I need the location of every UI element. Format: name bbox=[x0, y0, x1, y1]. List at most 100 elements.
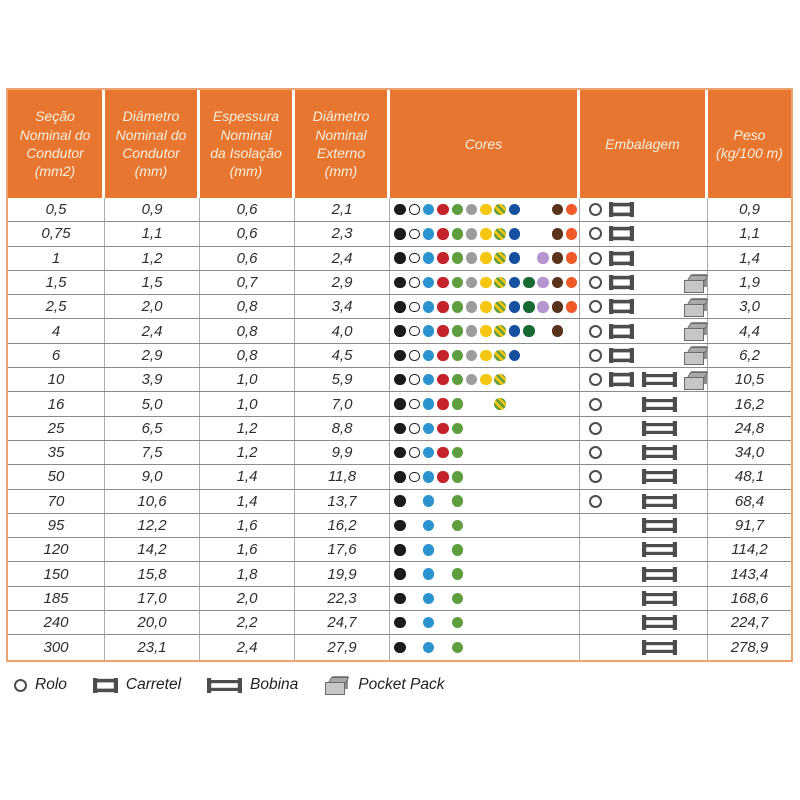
color-slot bbox=[479, 635, 493, 659]
color-slot bbox=[407, 465, 421, 488]
color-dot-laranja bbox=[565, 301, 578, 313]
cell-diam_externo: 16,2 bbox=[295, 513, 390, 538]
carretel-icon bbox=[92, 677, 118, 693]
color-slot bbox=[522, 587, 536, 610]
cell-peso: 91,7 bbox=[734, 517, 765, 534]
bobina-icon bbox=[641, 420, 677, 436]
cell-espessura: 1,0 bbox=[200, 368, 295, 392]
cell-embalagem bbox=[580, 611, 708, 635]
color-slot bbox=[450, 562, 464, 585]
color-slot bbox=[565, 635, 579, 659]
color-slot bbox=[565, 465, 579, 488]
cell-diam_condutor: 0,9 bbox=[105, 198, 200, 222]
cell-espessura: 0,7 bbox=[200, 270, 295, 295]
color-slot bbox=[407, 417, 421, 440]
pocket-pack-icon bbox=[683, 322, 709, 342]
color-slot bbox=[550, 319, 564, 342]
packaging-slot-carretel bbox=[606, 392, 636, 415]
color-slot bbox=[436, 635, 450, 659]
color-slot bbox=[479, 441, 493, 464]
carretel-icon bbox=[608, 202, 634, 218]
cell-peso: 10,5 bbox=[734, 371, 765, 389]
color-dot-preto bbox=[394, 422, 406, 435]
cell-diam_externo: 2,3 bbox=[295, 222, 390, 246]
color-slot bbox=[407, 198, 421, 221]
cell-espessura: 1,0 bbox=[200, 392, 295, 416]
color-dot-verde-amarelo bbox=[494, 276, 506, 289]
color-slot bbox=[550, 392, 564, 415]
color-slot bbox=[507, 271, 521, 294]
color-slot bbox=[493, 441, 507, 464]
color-dot-azul-claro bbox=[422, 373, 435, 386]
legend-label: Pocket Pack bbox=[358, 676, 445, 693]
color-slot bbox=[450, 611, 464, 634]
cell-diam_condutor: 1,2 bbox=[105, 246, 200, 270]
color-slot bbox=[536, 465, 550, 488]
color-slot bbox=[565, 368, 579, 391]
color-dot-verde-amarelo bbox=[494, 203, 506, 216]
cell-cores bbox=[390, 368, 580, 392]
color-slot bbox=[422, 611, 436, 634]
cell-embalagem bbox=[580, 489, 708, 513]
color-slot bbox=[464, 271, 478, 294]
table-row: 185 17,0 2,0 22,3 168,6 bbox=[8, 586, 791, 612]
color-slot bbox=[522, 441, 536, 464]
color-dot-verde bbox=[451, 495, 464, 507]
rolo-icon bbox=[588, 397, 602, 411]
color-dot-cinza bbox=[465, 276, 478, 289]
cell-secao: 10 bbox=[8, 368, 105, 392]
color-slot bbox=[407, 514, 421, 537]
packaging-slot-bobina bbox=[636, 635, 682, 659]
color-slot bbox=[464, 198, 478, 221]
color-slot bbox=[464, 514, 478, 537]
packaging-slot-pocket bbox=[682, 344, 710, 367]
packaging-slot-rolo bbox=[584, 562, 606, 585]
color-slot bbox=[450, 222, 464, 245]
column-header-cores: Cores bbox=[390, 90, 580, 198]
color-slot bbox=[493, 562, 507, 585]
cell-secao: 16 bbox=[8, 392, 105, 416]
color-slot bbox=[407, 562, 421, 585]
color-slot bbox=[493, 198, 507, 221]
cell-cores bbox=[390, 246, 580, 270]
cell-peso: 16,2 bbox=[734, 395, 765, 413]
cell-diam_externo: 11,8 bbox=[295, 465, 390, 489]
color-slot bbox=[522, 611, 536, 634]
packaging-legend: Rolo Carretel Bobina Pocket Pack bbox=[14, 676, 445, 695]
color-slot bbox=[393, 538, 407, 561]
bobina-icon bbox=[641, 493, 677, 509]
color-dot-marrom bbox=[551, 276, 564, 289]
color-slot bbox=[522, 514, 536, 537]
packaging-slot-carretel bbox=[606, 538, 636, 561]
carretel-icon bbox=[608, 372, 634, 388]
cell-espessura: 1,4 bbox=[200, 465, 295, 489]
color-slot bbox=[507, 392, 521, 415]
color-slot bbox=[565, 222, 579, 245]
cell-espessura: 1,2 bbox=[200, 440, 295, 465]
color-dot-preto bbox=[394, 519, 406, 532]
cell-peso: 1,4 bbox=[739, 249, 760, 267]
table-row: 25 6,5 1,2 8,8 24,8 bbox=[8, 416, 791, 441]
color-slot bbox=[479, 344, 493, 367]
color-dot-preto bbox=[394, 471, 406, 483]
color-dot-azul-claro bbox=[422, 203, 435, 216]
color-dot-branco bbox=[409, 228, 420, 240]
cell-peso: 68,4 bbox=[734, 492, 765, 510]
packaging-slot-carretel bbox=[606, 222, 636, 245]
packaging-slot-carretel bbox=[606, 344, 636, 367]
color-slot bbox=[422, 490, 436, 513]
color-dot-azul-claro bbox=[422, 592, 435, 605]
cell-cores bbox=[390, 392, 580, 416]
legend-label: Carretel bbox=[125, 676, 182, 693]
color-slot bbox=[393, 587, 407, 610]
table-row: 50 9,0 1,4 11,8 48,1 bbox=[8, 465, 791, 490]
color-slot bbox=[436, 295, 450, 318]
packaging-slot-pocket bbox=[682, 319, 710, 342]
color-slot bbox=[550, 490, 564, 513]
color-slot bbox=[464, 417, 478, 440]
color-slot bbox=[393, 222, 407, 245]
color-dot-violeta bbox=[537, 252, 549, 264]
color-dot-verde bbox=[451, 471, 464, 483]
packaging-slot-bobina bbox=[636, 222, 682, 245]
